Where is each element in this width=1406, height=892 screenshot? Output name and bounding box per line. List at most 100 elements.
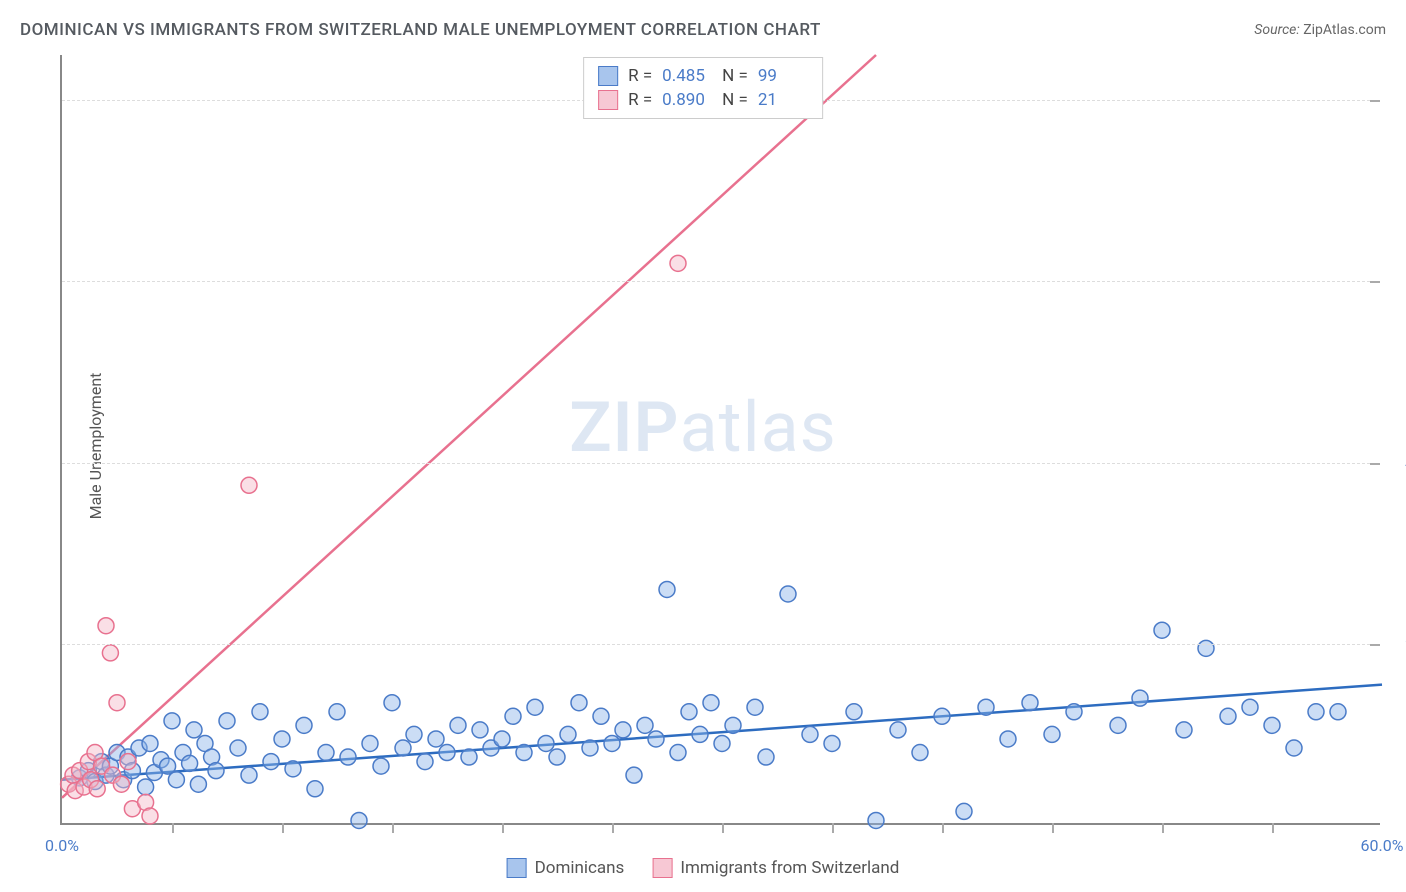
data-point [138, 779, 154, 795]
data-point [1220, 708, 1236, 724]
data-point [681, 704, 697, 720]
r-value: 0.890 [662, 90, 712, 110]
source-label: Source: [1254, 22, 1299, 38]
r-label: R = [628, 90, 652, 110]
data-point [120, 754, 136, 770]
data-point [1000, 731, 1016, 747]
x-tick [1272, 823, 1274, 833]
data-point [1242, 699, 1258, 715]
data-point [1330, 704, 1346, 720]
data-point [164, 713, 180, 729]
data-point [252, 704, 268, 720]
legend-swatch [652, 858, 672, 878]
data-point [1110, 717, 1126, 733]
data-point [109, 695, 125, 711]
data-point [142, 735, 158, 751]
legend-correlation: R =0.485N =99R =0.890N =21 [583, 57, 823, 119]
data-point [1044, 726, 1060, 742]
data-point [190, 776, 206, 792]
data-point [780, 586, 796, 602]
x-tick [502, 823, 504, 833]
data-point [1066, 704, 1082, 720]
data-point [505, 708, 521, 724]
n-value: 99 [758, 66, 808, 86]
data-point [1308, 704, 1324, 720]
data-point [142, 808, 158, 824]
r-value: 0.485 [662, 66, 712, 86]
n-value: 21 [758, 90, 808, 110]
data-point [626, 767, 642, 783]
x-tick [722, 823, 724, 833]
data-point [527, 699, 543, 715]
data-point [219, 713, 235, 729]
data-point [241, 767, 257, 783]
regression-line [62, 55, 876, 798]
data-point [637, 717, 653, 733]
data-point [241, 477, 257, 493]
data-point [494, 731, 510, 747]
data-point [362, 735, 378, 751]
y-tick [1370, 463, 1380, 465]
data-point [725, 717, 741, 733]
data-point [846, 704, 862, 720]
data-point [670, 745, 686, 761]
data-point [516, 745, 532, 761]
data-point [472, 722, 488, 738]
data-point [102, 645, 118, 661]
data-point [1022, 695, 1038, 711]
data-point [692, 726, 708, 742]
legend-series-label: Immigrants from Switzerland [680, 858, 899, 878]
data-point [296, 717, 312, 733]
data-point [1198, 640, 1214, 656]
gridline [62, 644, 1380, 645]
data-point [439, 745, 455, 761]
data-point [571, 695, 587, 711]
data-point [714, 735, 730, 751]
x-tick [832, 823, 834, 833]
data-point [186, 722, 202, 738]
x-tick [1052, 823, 1054, 833]
y-tick [1370, 644, 1380, 646]
data-point [406, 726, 422, 742]
legend-swatch [598, 90, 618, 110]
y-tick [1370, 100, 1380, 102]
legend-series-item: Dominicans [507, 858, 625, 878]
legend-correlation-row: R =0.890N =21 [598, 88, 808, 112]
data-point [182, 755, 198, 771]
data-point [1132, 690, 1148, 706]
data-point [274, 731, 290, 747]
data-point [461, 749, 477, 765]
data-point [340, 749, 356, 765]
data-point [978, 699, 994, 715]
legend-series: Dominicans Immigrants from Switzerland [507, 858, 900, 878]
data-point [538, 735, 554, 751]
data-point [934, 708, 950, 724]
gridline [62, 281, 1380, 282]
data-point [373, 758, 389, 774]
x-tick [392, 823, 394, 833]
data-point [428, 731, 444, 747]
data-point [329, 704, 345, 720]
data-point [351, 812, 367, 828]
data-point [670, 255, 686, 271]
data-point [582, 740, 598, 756]
data-point [593, 708, 609, 724]
x-tick [942, 823, 944, 833]
x-tick [1162, 823, 1164, 833]
legend-swatch [507, 858, 527, 878]
data-point [98, 618, 114, 634]
data-point [549, 749, 565, 765]
data-point [208, 763, 224, 779]
legend-swatch [598, 66, 618, 86]
chart-title: DOMINICAN VS IMMIGRANTS FROM SWITZERLAND… [20, 20, 821, 40]
x-tick [282, 823, 284, 833]
data-point [615, 722, 631, 738]
source-attribution: Source: ZipAtlas.com [1254, 22, 1386, 38]
x-tick [172, 823, 174, 833]
data-point [395, 740, 411, 756]
data-point [1154, 622, 1170, 638]
legend-series-label: Dominicans [535, 858, 625, 878]
data-point [384, 695, 400, 711]
data-point [417, 754, 433, 770]
data-point [307, 781, 323, 797]
